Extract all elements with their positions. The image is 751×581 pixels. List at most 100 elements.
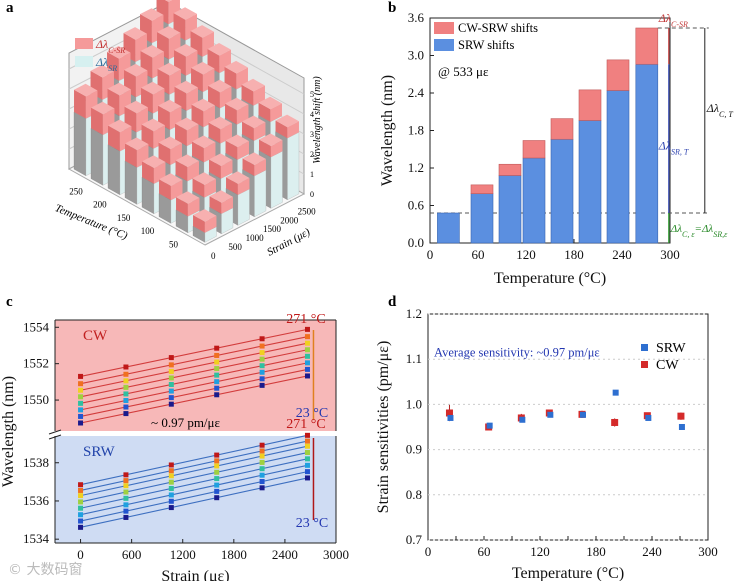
- series-line-srw: [80, 477, 308, 528]
- panel-label-d: d: [388, 294, 397, 310]
- x-tick-label-b: 60: [472, 247, 485, 262]
- bar-csr-top: [192, 135, 216, 149]
- data-point-srw: [304, 475, 310, 481]
- data-point-srw: [304, 438, 310, 444]
- bar-csr-front: [187, 197, 200, 217]
- data-point-srw: [168, 485, 174, 491]
- series-line-cw: [80, 368, 308, 417]
- bar-csr-top: [242, 115, 266, 129]
- annotation-mid-b: ΔλSR, T: [658, 138, 689, 156]
- bar-csr-side: [224, 66, 237, 90]
- bar-csr-side: [208, 122, 221, 144]
- y-tick-label-c-lo: 1534: [23, 531, 50, 546]
- y-tick-label-a: 500: [228, 242, 242, 252]
- y-tick-label-a: 1500: [263, 224, 282, 234]
- x-axis-label-b: Temperature (°C): [494, 270, 606, 287]
- bar-csr-top: [108, 119, 132, 133]
- bar-csr-top: [140, 45, 164, 58]
- series-line-cw: [80, 336, 308, 385]
- data-point-srw: [259, 448, 265, 454]
- data-point-srw: [78, 524, 84, 530]
- data-point-cw: [168, 375, 174, 381]
- bar-cw-srw: [470, 184, 494, 194]
- bar-csr-front: [220, 123, 232, 144]
- data-point-srw: [168, 505, 174, 511]
- bar-srw-side: [107, 144, 121, 196]
- y-axis-label-b: Wavelength (nm): [379, 75, 396, 186]
- bar-csr-top: [209, 153, 233, 166]
- bar-csr-front: [187, 161, 199, 182]
- data-point-cw: [214, 392, 220, 398]
- data-point-cw: [168, 401, 174, 407]
- bar-srw: [437, 212, 460, 244]
- bar-csr-top: [224, 60, 248, 74]
- x-tick-label-a: 150: [117, 213, 131, 223]
- bar-csr-side: [175, 123, 187, 146]
- data-point-cw: [123, 378, 129, 384]
- data-point-cw: [259, 343, 265, 349]
- x-tick-label-b: 240: [612, 247, 632, 262]
- bar-srw: [470, 193, 494, 244]
- series-line-srw: [80, 440, 308, 491]
- bar-csr-front: [253, 122, 266, 141]
- label-srw: SRW: [83, 444, 116, 460]
- data-point-cw: [259, 376, 265, 382]
- bar-csr-side: [159, 179, 171, 201]
- chart-d: 0.7 0.8 0.9 1.0 1.1 1.2 0 60 120 180 240 300 Tempera…: [375, 306, 718, 581]
- series-line-cw: [80, 328, 308, 377]
- bar-csr-top: [225, 97, 249, 111]
- bar-csr-side: [175, 160, 188, 182]
- bar-csr-side: [74, 89, 86, 119]
- bar-csr-side: [275, 120, 288, 139]
- z-axis-label-a: Wavelength shift (nm): [312, 76, 323, 164]
- y-tick-label-b: 3.6: [408, 10, 425, 25]
- bar-csr-side: [142, 161, 154, 184]
- bar-srw: [578, 120, 602, 244]
- bar-csr-side: [225, 140, 238, 160]
- data-point-cw: [259, 356, 265, 362]
- point-srw: [612, 389, 619, 396]
- data-point-cw: [214, 366, 220, 372]
- bar-csr-top: [141, 118, 165, 132]
- point-srw: [678, 424, 685, 430]
- bar-csr-top: [90, 64, 114, 78]
- data-point-srw: [168, 468, 174, 474]
- data-point-cw: [123, 364, 129, 370]
- x-tick-label-c: 3000: [323, 547, 349, 562]
- bar-csr-front: [237, 141, 249, 160]
- data-point-cw: [78, 420, 84, 426]
- data-point-srw: [304, 450, 310, 456]
- chart-c: 1550 1552 1554 1534 1536 1538 0 600 1200 1800 2400…: [0, 312, 349, 581]
- data-point-cw: [78, 413, 84, 419]
- x-tick-label-c: 2400: [272, 547, 298, 562]
- data-point-srw: [214, 452, 220, 458]
- data-point-srw: [78, 512, 84, 518]
- bar-csr-top: [140, 8, 164, 21]
- x-tick-label-c: 1200: [170, 547, 196, 562]
- bar-csr-top: [175, 117, 199, 131]
- data-point-srw: [168, 498, 174, 504]
- series-line-cw: [80, 342, 308, 391]
- bar-csr-side: [192, 178, 205, 198]
- data-point-cw: [214, 352, 220, 358]
- data-point-cw: [259, 382, 265, 388]
- bar-csr-side: [191, 104, 204, 128]
- bar-csr-side: [208, 85, 220, 109]
- watermark-text: © 大数码窗: [8, 562, 83, 578]
- axis-break-gap: [49, 431, 342, 436]
- data-point-cw: [304, 373, 310, 379]
- panel-label-a: a: [6, 0, 14, 16]
- bar-csr-top: [208, 79, 232, 93]
- bar-csr-top: [123, 27, 147, 40]
- bar-csr-side: [158, 142, 171, 165]
- bar-csr-top: [125, 137, 149, 151]
- series-line-cw: [80, 362, 308, 411]
- x-tick-label-c: 0: [77, 547, 84, 562]
- x-tick-label-a: 250: [69, 186, 83, 196]
- series-line-cw: [80, 349, 308, 398]
- bar-csr-top: [174, 80, 198, 94]
- data-point-srw: [304, 462, 310, 468]
- bar-srw: [606, 90, 630, 244]
- data-point-srw: [214, 469, 220, 475]
- point-cw: [445, 409, 453, 417]
